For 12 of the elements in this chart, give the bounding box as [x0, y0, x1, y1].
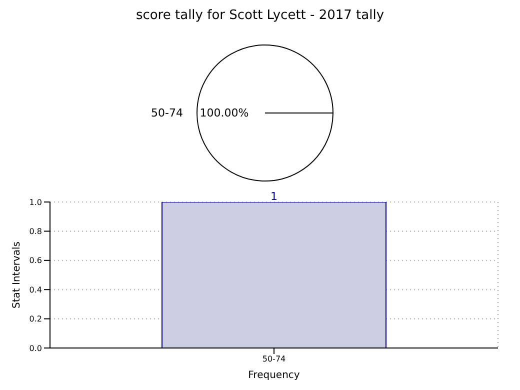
y-tick-label: 0.6 — [29, 256, 42, 266]
slice-label: 50-74 — [151, 106, 183, 120]
x-axis-title: Frequency — [248, 370, 300, 381]
y-tick-label: 0.0 — [29, 344, 42, 353]
data-label: 100.00% — [200, 106, 249, 120]
y-tick-label: 0.2 — [29, 314, 42, 324]
y-tick-label: 0.4 — [29, 285, 42, 294]
chart-title: score tally for Scott Lycett - 2017 tally — [134, 8, 386, 25]
data-label: 1 — [270, 190, 278, 203]
y-tick-label: 1.0 — [29, 198, 42, 207]
y-axis-title: Stat Intervals — [12, 241, 23, 309]
y-tick-label: 0.8 — [29, 227, 42, 236]
